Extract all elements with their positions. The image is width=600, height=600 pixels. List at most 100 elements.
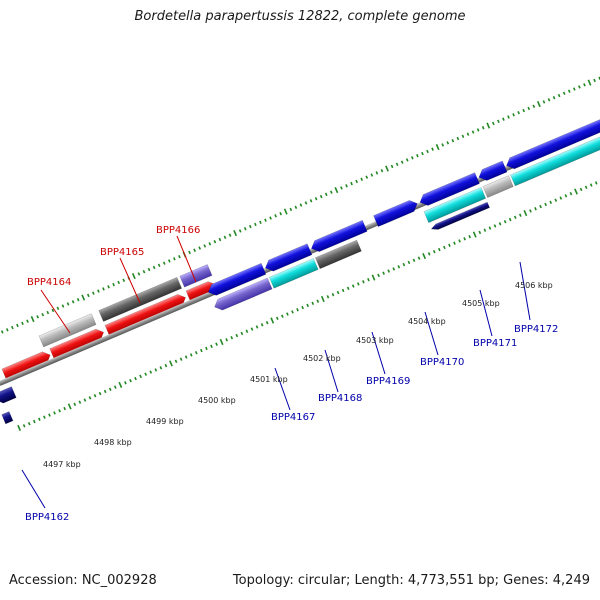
major-tick (270, 317, 275, 324)
gene-label-bpp4172[interactable]: BPP4172 (514, 324, 558, 335)
gene-label-bpp4169[interactable]: BPP4169 (366, 376, 410, 387)
gene-dark-gray[interactable] (314, 239, 362, 270)
tick-label: 4501 kbp (250, 375, 288, 384)
minor-tick (167, 259, 171, 263)
minor-tick (498, 222, 502, 226)
minor-tick (11, 325, 14, 330)
gene-blue[interactable] (418, 172, 480, 208)
minor-tick (142, 270, 146, 274)
minor-tick (544, 202, 547, 207)
kbp-labels: 4497 kbp 4498 kbp 4499 kbp 4500 kbp 4501… (43, 281, 553, 469)
minor-tick (362, 280, 365, 284)
gene-blue[interactable] (309, 219, 368, 254)
minor-tick (564, 194, 568, 198)
label-leaders (21, 235, 531, 509)
gene-blue[interactable] (477, 160, 508, 183)
major-tick (233, 229, 238, 237)
minor-tick (238, 229, 242, 233)
tick-label: 4499 kbp (146, 417, 184, 426)
gene-blue[interactable] (263, 243, 313, 274)
minor-tick (432, 250, 436, 254)
minor-tick (453, 241, 456, 245)
gene-navy[interactable] (1, 411, 14, 425)
minor-tick (215, 342, 218, 346)
minor-tick (38, 417, 41, 422)
minor-tick (275, 316, 279, 321)
minor-tick (503, 219, 507, 224)
minor-tick (264, 218, 267, 222)
minor-tick (573, 87, 576, 91)
gene-blue[interactable] (373, 198, 419, 227)
gene-label-bpp4164[interactable]: BPP4164 (27, 277, 71, 288)
minor-tick (579, 187, 583, 192)
minor-tick (223, 235, 227, 240)
minor-tick (260, 323, 264, 327)
gene-navy[interactable] (430, 201, 490, 232)
minor-tick (149, 370, 153, 374)
minor-tick (507, 115, 510, 119)
minor-tick (63, 406, 66, 411)
gene-dark-gray[interactable] (98, 276, 182, 322)
leader-bpp4162 (21, 469, 46, 509)
major-tick (587, 79, 592, 86)
tick-label: 4505 kbp (462, 299, 500, 308)
minor-tick (16, 323, 19, 328)
minor-tick (174, 359, 178, 364)
gene-purple[interactable] (179, 264, 213, 288)
minor-tick (32, 419, 36, 424)
minor-tick (513, 215, 517, 220)
gene-label-bpp4167[interactable]: BPP4167 (271, 412, 315, 423)
tick-label: 4497 kbp (43, 460, 81, 469)
minor-tick (497, 119, 500, 123)
gene-label-bpp4165[interactable]: BPP4165 (100, 247, 144, 258)
minor-tick (248, 224, 252, 229)
minor-tick (213, 239, 217, 244)
gene-cyan[interactable] (510, 127, 600, 187)
minor-tick (210, 344, 213, 348)
gene-label-bpp4162[interactable]: BPP4162 (25, 512, 69, 523)
gene-label-bpp4168[interactable]: BPP4168 (318, 393, 362, 404)
minor-tick (129, 378, 132, 383)
minor-tick (154, 368, 158, 372)
gene-cyan[interactable] (268, 258, 319, 289)
gene-cyan[interactable] (423, 187, 487, 223)
major-tick (385, 165, 389, 172)
minor-tick (410, 156, 414, 160)
minor-tick (173, 257, 176, 261)
major-tick (523, 209, 528, 217)
page-title: Bordetella parapertussis 12822, complete… (134, 9, 466, 24)
major-tick (169, 360, 173, 367)
major-tick (219, 338, 224, 346)
leader-bpp4168 (324, 349, 339, 393)
minor-tick (502, 117, 505, 121)
minor-tick (188, 250, 191, 255)
major-tick (118, 381, 123, 389)
major-tick (30, 315, 35, 323)
gene-label-bpp4170[interactable]: BPP4170 (420, 357, 464, 368)
gene-label-bpp4166[interactable]: BPP4166 (156, 225, 200, 236)
minor-tick (36, 315, 39, 319)
minor-tick (203, 244, 207, 248)
minor-tick (240, 331, 244, 336)
minor-tick (405, 158, 409, 162)
gene-blue[interactable] (206, 262, 267, 297)
minor-tick (539, 204, 542, 209)
gene-red[interactable] (104, 292, 188, 337)
minor-tick (382, 271, 385, 275)
minor-tick (5, 328, 9, 332)
gene-label-bpp4171[interactable]: BPP4171 (473, 338, 517, 349)
minor-tick (448, 243, 451, 247)
minor-tick (478, 230, 482, 235)
minor-tick (407, 260, 411, 265)
minor-tick (549, 200, 553, 204)
gene-light-gray[interactable] (38, 313, 97, 348)
gene-navy[interactable] (0, 386, 17, 406)
tick-label: 4503 kbp (356, 336, 394, 345)
outer-tick-row (0, 76, 600, 334)
minor-tick (245, 329, 249, 333)
gene-purple[interactable] (212, 277, 273, 312)
minor-tick (51, 308, 55, 313)
minor-tick (53, 411, 56, 415)
gene-blue[interactable] (504, 112, 600, 171)
gene-light-gray[interactable] (482, 175, 514, 198)
